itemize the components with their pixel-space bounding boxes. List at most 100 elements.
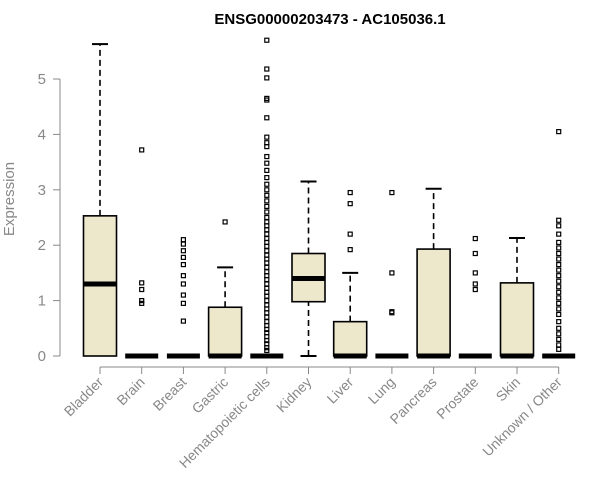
outlier-point <box>264 281 270 287</box>
outlier-point <box>264 66 270 72</box>
x-tick-label: Liver <box>324 374 357 407</box>
outlier-point <box>139 298 145 304</box>
outlier-point <box>180 261 186 268</box>
outlier-point <box>472 286 478 293</box>
y-tick-label: 5 <box>38 71 46 88</box>
x-tick-label: Skin <box>493 374 524 405</box>
outlier-point <box>556 300 562 306</box>
outlier-point <box>180 318 186 324</box>
outlier-point <box>556 306 562 312</box>
outlier-point <box>264 347 270 354</box>
outlier-point <box>180 273 186 279</box>
box-bladder <box>82 43 118 357</box>
outlier-point <box>389 270 395 276</box>
outlier-point <box>556 267 562 273</box>
outlier-point <box>556 239 562 246</box>
box-unknown-other <box>542 129 576 359</box>
outlier-point <box>556 250 562 257</box>
outlier-point <box>264 181 270 187</box>
y-tick-label: 1 <box>38 293 46 310</box>
x-tick-label: Kidney <box>273 374 315 416</box>
outlier-point <box>264 248 270 254</box>
outlier-point <box>180 300 186 306</box>
outlier-point <box>556 336 562 342</box>
outlier-point <box>556 223 562 229</box>
outlier-point <box>264 175 270 181</box>
y-axis-label: Expression <box>1 162 18 236</box>
outlier-point <box>556 331 562 337</box>
box-prostate <box>458 235 492 359</box>
x-tick-label: Lung <box>365 374 398 407</box>
outlier-point <box>556 231 562 237</box>
y-axis: 0 1 2 3 4 5 <box>38 71 61 365</box>
box-body <box>332 320 368 357</box>
outlier-point <box>264 167 270 174</box>
outlier-point <box>180 292 186 298</box>
outlier-point <box>264 209 270 215</box>
outlier-point <box>139 147 145 153</box>
outlier-point <box>472 270 478 276</box>
outlier-point <box>264 326 270 333</box>
box-liver <box>332 189 368 359</box>
outlier-point <box>264 37 270 43</box>
y-tick-label: 3 <box>38 182 46 199</box>
outlier-point <box>389 310 395 316</box>
outlier-point <box>180 254 186 260</box>
outlier-point <box>264 160 270 166</box>
outlier-point <box>264 134 270 140</box>
box-gastric <box>207 219 243 359</box>
outlier-point <box>556 217 562 223</box>
box-hematopoietic-cells <box>250 37 284 359</box>
box-pancreas <box>416 187 451 359</box>
outlier-point <box>264 115 270 121</box>
outlier-point <box>556 284 562 290</box>
outlier-point <box>264 192 270 198</box>
box-breast <box>166 237 200 359</box>
box-brain <box>125 147 159 359</box>
outlier-point <box>264 75 270 81</box>
outlier-point <box>347 247 353 253</box>
outlier-point <box>347 231 353 237</box>
outlier-point <box>139 286 145 293</box>
outlier-point <box>264 198 270 204</box>
outlier-point <box>556 319 562 325</box>
outlier-point <box>347 189 353 196</box>
x-tick-label: Brain <box>113 374 147 408</box>
chart-title: ENSG00000203473 - AC105036.1 <box>214 11 445 28</box>
outlier-point <box>556 256 562 262</box>
outlier-point <box>556 261 562 268</box>
outlier-point <box>556 325 562 331</box>
outlier-point <box>556 278 562 284</box>
box-series <box>82 37 576 359</box>
outlier-point <box>180 281 186 287</box>
x-tick-label: Breast <box>150 374 190 414</box>
box-body <box>499 282 535 357</box>
outlier-point <box>556 311 562 318</box>
outlier-point <box>264 203 270 210</box>
y-tick-label: 0 <box>38 348 46 365</box>
outlier-point <box>556 346 562 352</box>
outlier-point <box>264 345 270 351</box>
outlier-point <box>264 97 270 103</box>
outlier-point <box>180 237 186 243</box>
outlier-point <box>556 289 562 295</box>
outlier-point <box>472 250 478 257</box>
outlier-point <box>264 298 270 304</box>
outlier-point <box>180 248 186 254</box>
outlier-point <box>264 214 270 221</box>
box-lung <box>375 189 409 359</box>
outlier-point <box>556 342 562 348</box>
outlier-point <box>139 280 145 286</box>
outlier-point <box>180 241 186 247</box>
box-kidney <box>291 180 326 357</box>
outlier-point <box>472 235 478 242</box>
outlier-point <box>264 231 270 237</box>
outlier-point <box>264 264 270 270</box>
box-skin <box>499 236 535 359</box>
x-tick-label: Bladder <box>61 374 107 420</box>
outlier-point <box>264 337 270 344</box>
x-tick-label: Prostate <box>433 374 481 422</box>
outlier-point <box>556 273 562 279</box>
outlier-point <box>556 295 562 301</box>
